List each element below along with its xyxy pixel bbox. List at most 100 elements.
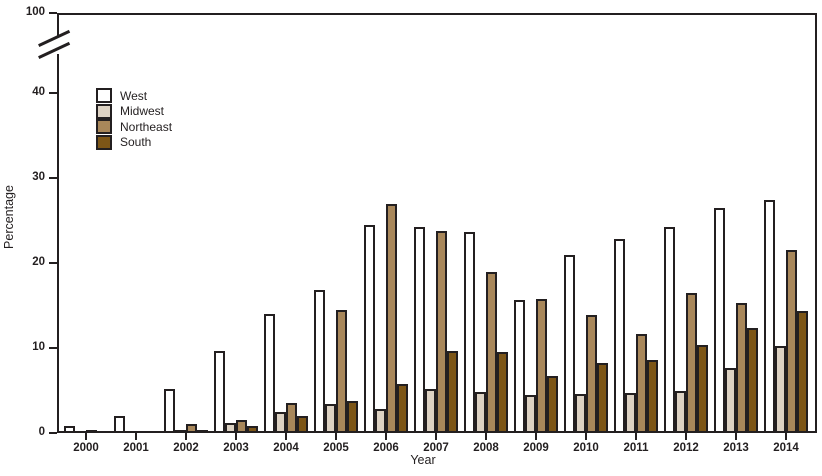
x-tick-label: 2009	[523, 442, 549, 454]
y-tick-mark	[49, 347, 57, 349]
bar-south-2006	[397, 383, 408, 433]
bar-west-2012	[664, 227, 675, 433]
x-tick-label: 2008	[473, 442, 499, 454]
legend: West Midwest Northeast South	[96, 88, 172, 150]
legend-label: West	[120, 88, 148, 103]
bar-south-2007	[447, 351, 458, 433]
x-tick-mark	[185, 433, 187, 440]
bar-south-2011	[647, 359, 658, 433]
legend-swatch-icon	[96, 88, 112, 104]
bar-northeast-2007	[436, 230, 447, 433]
bar-south-2005	[347, 400, 358, 433]
y-tick-label: 0	[38, 426, 45, 438]
bar-west-2014	[764, 200, 775, 433]
x-tick-label: 2007	[423, 442, 449, 454]
bar-west-2004	[264, 314, 275, 433]
x-axis-title: Year	[410, 453, 436, 467]
bar-midwest-2006	[375, 409, 386, 433]
bar-northeast-2002	[186, 423, 197, 433]
bar-northeast-2005	[336, 309, 347, 433]
bar-south-2012	[697, 345, 708, 433]
bar-midwest-2007	[425, 388, 436, 433]
y-tick-mark	[49, 262, 57, 264]
legend-label: Midwest	[120, 104, 165, 119]
bar-northeast-2009	[536, 298, 547, 433]
bar-midwest-2011	[625, 393, 636, 433]
bar-midwest-2001	[125, 432, 136, 433]
y-tick-label: 10	[32, 341, 45, 353]
y-tick-label: 100	[25, 6, 45, 18]
bar-south-2004	[297, 416, 308, 433]
bar-midwest-2002	[175, 430, 186, 433]
bar-west-2010	[564, 254, 575, 433]
bar-west-2013	[714, 207, 725, 433]
y-tick-mark	[49, 177, 57, 179]
bar-south-2013	[747, 328, 758, 433]
y-tick-mark	[49, 12, 57, 14]
x-tick-mark	[785, 433, 787, 440]
x-tick-mark	[235, 433, 237, 440]
bar-west-2007	[414, 227, 425, 433]
bar-west-2011	[614, 239, 625, 433]
y-tick-mark	[49, 92, 57, 94]
x-tick-mark	[635, 433, 637, 440]
legend-swatch-icon	[96, 103, 112, 119]
y-tick-mark	[49, 432, 57, 434]
bar-west-2000	[64, 426, 75, 433]
bar-northeast-2003	[236, 420, 247, 433]
bar-west-2005	[314, 290, 325, 433]
x-tick-label: 2001	[123, 442, 149, 454]
x-tick-label: 2010	[573, 442, 599, 454]
bar-south-2008	[497, 352, 508, 433]
x-tick-label: 2002	[173, 442, 199, 454]
bar-midwest-2003	[225, 422, 236, 433]
legend-label: Northeast	[120, 119, 173, 134]
bar-west-2009	[514, 300, 525, 433]
bar-midwest-2010	[575, 393, 586, 433]
x-tick-mark	[435, 433, 437, 440]
bar-west-2008	[464, 231, 475, 433]
bar-south-2014	[797, 310, 808, 433]
x-tick-mark	[485, 433, 487, 440]
x-tick-label: 2013	[723, 442, 749, 454]
bar-west-2002	[164, 388, 175, 433]
legend-label: South	[120, 135, 152, 150]
legend-item-west: West	[96, 88, 172, 104]
x-tick-label: 2011	[623, 442, 649, 454]
bar-midwest-2012	[675, 391, 686, 433]
legend-swatch-icon	[96, 134, 112, 150]
x-tick-mark	[535, 433, 537, 440]
x-tick-mark	[685, 433, 687, 440]
bar-northeast-2000	[86, 430, 97, 433]
legend-item-midwest: Midwest	[96, 103, 172, 120]
bar-midwest-2009	[525, 394, 536, 433]
bar-south-2002	[197, 429, 208, 433]
y-axis-break-mask	[53, 36, 63, 54]
x-tick-label: 2014	[773, 442, 799, 454]
bar-northeast-2013	[736, 302, 747, 433]
x-tick-mark	[85, 433, 87, 440]
x-tick-mark	[285, 433, 287, 440]
y-axis-title: Percentage	[2, 185, 16, 249]
x-tick-label: 2000	[73, 442, 99, 454]
bar-south-2010	[597, 363, 608, 433]
x-tick-mark	[335, 433, 337, 440]
x-tick-mark	[135, 433, 137, 440]
bar-midwest-2000	[75, 432, 86, 433]
bar-northeast-2010	[586, 314, 597, 433]
x-tick-label: 2005	[323, 442, 349, 454]
legend-item-south: South	[96, 134, 172, 151]
x-tick-label: 2003	[223, 442, 249, 454]
y-tick-label: 20	[32, 256, 45, 268]
bar-northeast-2008	[486, 271, 497, 433]
bar-south-2009	[547, 376, 558, 433]
bar-south-2001	[147, 432, 158, 433]
bar-northeast-2012	[686, 292, 697, 433]
bar-northeast-2014	[786, 250, 797, 433]
bar-northeast-2011	[636, 334, 647, 433]
y-tick-label: 30	[32, 171, 45, 183]
bar-west-2003	[214, 350, 225, 433]
bar-northeast-2001	[136, 432, 147, 433]
bar-midwest-2004	[275, 411, 286, 433]
